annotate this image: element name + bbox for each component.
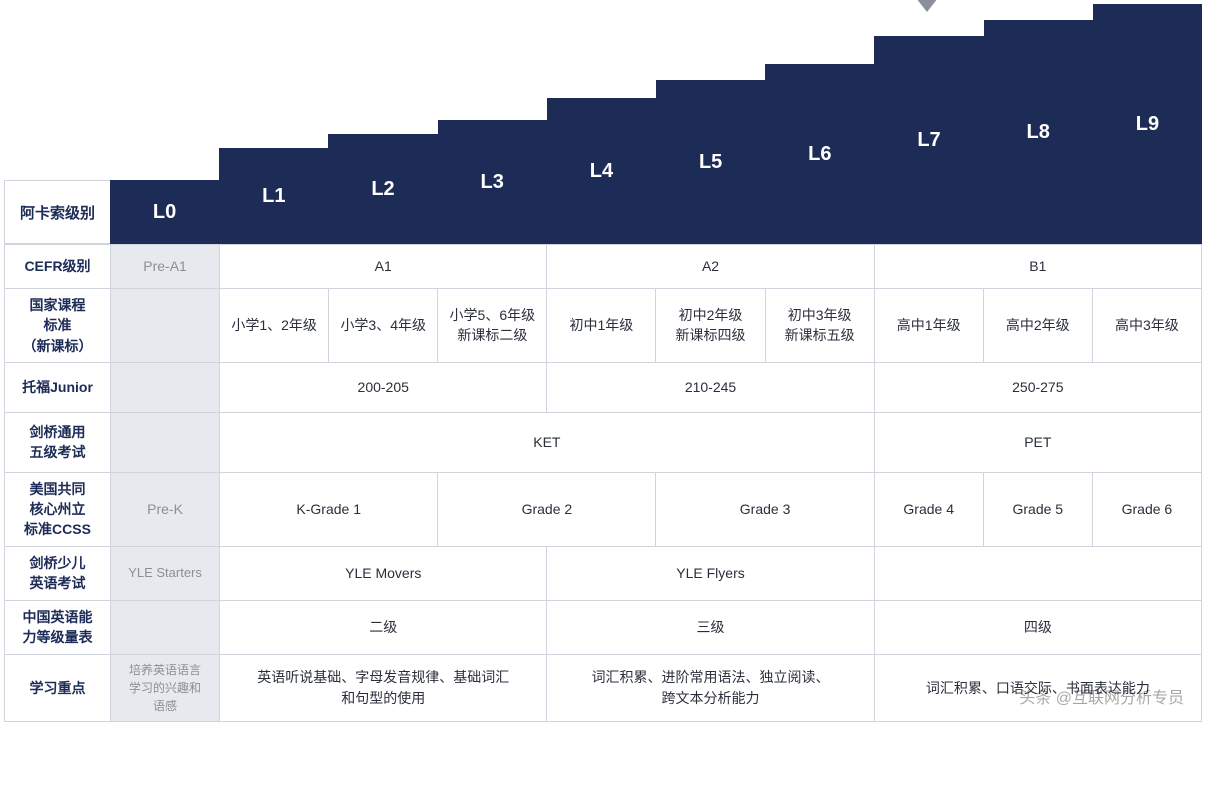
cell-toefl-l0 bbox=[111, 362, 220, 412]
rowhead-national: 国家课程标准（新课标） bbox=[5, 289, 111, 363]
level-bar-label: L3 bbox=[481, 171, 504, 194]
bar-cell-l8: L8 bbox=[984, 20, 1093, 244]
cell-cse-l0 bbox=[111, 600, 220, 654]
level-bar-l1: L1 bbox=[219, 148, 328, 244]
bar-cell-l1: L1 bbox=[219, 148, 328, 244]
row-yle: 剑桥少儿英语考试 YLE Starters YLE Movers YLE Fly… bbox=[5, 546, 1202, 600]
level-bar-label: L1 bbox=[262, 185, 285, 208]
level-bar-l2: L2 bbox=[328, 134, 437, 244]
cell-ccss-grade3: Grade 3 bbox=[656, 472, 874, 546]
level-bar-l6: L6 bbox=[765, 64, 874, 244]
cell-ccss-grade5: Grade 5 bbox=[983, 472, 1092, 546]
cell-yle-flyers: YLE Flyers bbox=[547, 546, 874, 600]
cell-ccss-grade2: Grade 2 bbox=[438, 472, 656, 546]
rowhead-ccss: 美国共同核心州立标准CCSS bbox=[5, 472, 111, 546]
cell-focus-g1: 英语听说基础、字母发音规律、基础词汇和句型的使用 bbox=[220, 654, 547, 721]
cell-cse-g3: 四级 bbox=[874, 600, 1201, 654]
cell-cefr-a1: A1 bbox=[220, 245, 547, 289]
row-national: 国家课程标准（新课标） 小学1、2年级 小学3、4年级 小学5、6年级新课标二级… bbox=[5, 289, 1202, 363]
level-bar-l7: L7 bbox=[874, 36, 983, 244]
cell-yle-movers: YLE Movers bbox=[220, 546, 547, 600]
cell-national-l3: 小学5、6年级新课标二级 bbox=[438, 289, 547, 363]
cell-cambridge5-ket: KET bbox=[220, 412, 875, 472]
level-bar-label: L7 bbox=[917, 129, 940, 152]
cell-toefl-g1: 200-205 bbox=[220, 362, 547, 412]
bar-cell-l3: L3 bbox=[438, 120, 547, 244]
level-bar-label: L4 bbox=[590, 160, 613, 183]
row-toefl: 托福Junior 200-205 210-245 250-275 bbox=[5, 362, 1202, 412]
cell-cse-g2: 三级 bbox=[547, 600, 874, 654]
row-focus: 学习重点 培养英语语言学习的兴趣和语感 英语听说基础、字母发音规律、基础词汇和句… bbox=[5, 654, 1202, 721]
bar-cell-l6: L6 bbox=[765, 64, 874, 244]
cell-national-l2: 小学3、4年级 bbox=[329, 289, 438, 363]
cell-cefr-l0: Pre-A1 bbox=[111, 245, 220, 289]
row-cambridge5: 剑桥通用五级考试 KET PET bbox=[5, 412, 1202, 472]
rowhead-yle: 剑桥少儿英语考试 bbox=[5, 546, 111, 600]
cell-cefr-b1: B1 bbox=[874, 245, 1201, 289]
level-comparison-infographic: { "colors":{ "bar":"#1d2c57", "border":"… bbox=[4, 4, 1202, 722]
cell-cambridge5-pet: PET bbox=[874, 412, 1201, 472]
header-row-label: 阿卡索级别 bbox=[4, 180, 110, 244]
bar-cell-l2: L2 bbox=[328, 134, 437, 244]
level-bar-l3: L3 bbox=[438, 120, 547, 244]
level-bar-label: L6 bbox=[808, 143, 831, 166]
cell-focus-l0: 培养英语语言学习的兴趣和语感 bbox=[111, 654, 220, 721]
cell-national-l9: 高中3年级 bbox=[1092, 289, 1201, 363]
rowhead-toefl: 托福Junior bbox=[5, 362, 111, 412]
row-ccss: 美国共同核心州立标准CCSS Pre-K K-Grade 1 Grade 2 G… bbox=[5, 472, 1202, 546]
level-bar-label: L9 bbox=[1136, 113, 1159, 136]
level-bar-l9: L9 bbox=[1093, 4, 1202, 244]
cell-yle-l0: YLE Starters bbox=[111, 546, 220, 600]
comparison-table: CEFR级别 Pre-A1 A1 A2 B1 国家课程标准（新课标） 小学1、2… bbox=[4, 244, 1202, 722]
cell-ccss-l0: Pre-K bbox=[111, 472, 220, 546]
level-bar-l5: L5 bbox=[656, 80, 765, 244]
cell-national-l5: 初中2年级新课标四级 bbox=[656, 289, 765, 363]
bar-cell-l5: L5 bbox=[656, 80, 765, 244]
indicator-arrow-icon bbox=[916, 0, 938, 12]
cell-national-l7: 高中1年级 bbox=[874, 289, 983, 363]
rowhead-cse: 中国英语能力等级量表 bbox=[5, 600, 111, 654]
row-cefr: CEFR级别 Pre-A1 A1 A2 B1 bbox=[5, 245, 1202, 289]
bar-cell-l4: L4 bbox=[547, 98, 656, 244]
row-cse: 中国英语能力等级量表 二级 三级 四级 bbox=[5, 600, 1202, 654]
rowhead-focus: 学习重点 bbox=[5, 654, 111, 721]
cell-ccss-kgrade1: K-Grade 1 bbox=[220, 472, 438, 546]
cell-national-l1: 小学1、2年级 bbox=[220, 289, 329, 363]
level-bars-row: 阿卡索级别 L0 L1 L2 L3 L4 L5 L6 L7 L8 L9 bbox=[4, 4, 1202, 244]
cell-cefr-a2: A2 bbox=[547, 245, 874, 289]
level-bar-label: L8 bbox=[1027, 121, 1050, 144]
cell-ccss-grade4: Grade 4 bbox=[874, 472, 983, 546]
rowhead-cefr: CEFR级别 bbox=[5, 245, 111, 289]
bar-cell-l7: L7 bbox=[874, 36, 983, 244]
cell-cambridge5-l0 bbox=[111, 412, 220, 472]
level-bar-label: L2 bbox=[371, 178, 394, 201]
level-bar-label: L0 bbox=[153, 201, 176, 224]
bar-cell-l9: L9 bbox=[1093, 4, 1202, 244]
level-bar-l0: L0 bbox=[110, 180, 219, 244]
level-bar-l8: L8 bbox=[984, 20, 1093, 244]
cell-yle-blank bbox=[874, 546, 1201, 600]
cell-cse-g1: 二级 bbox=[220, 600, 547, 654]
cell-national-l0 bbox=[111, 289, 220, 363]
cell-national-l4: 初中1年级 bbox=[547, 289, 656, 363]
level-bar-label: L5 bbox=[699, 151, 722, 174]
cell-national-l6: 初中3年级新课标五级 bbox=[765, 289, 874, 363]
cell-ccss-grade6: Grade 6 bbox=[1092, 472, 1201, 546]
cell-focus-g3: 词汇积累、口语交际、书面表达能力 bbox=[874, 654, 1201, 721]
cell-focus-g2: 词汇积累、进阶常用语法、独立阅读、跨文本分析能力 bbox=[547, 654, 874, 721]
cell-toefl-g2: 210-245 bbox=[547, 362, 874, 412]
cell-toefl-g3: 250-275 bbox=[874, 362, 1201, 412]
rowhead-cambridge5: 剑桥通用五级考试 bbox=[5, 412, 111, 472]
bar-cell-l0: L0 bbox=[110, 180, 219, 244]
cell-national-l8: 高中2年级 bbox=[983, 289, 1092, 363]
level-bar-l4: L4 bbox=[547, 98, 656, 244]
